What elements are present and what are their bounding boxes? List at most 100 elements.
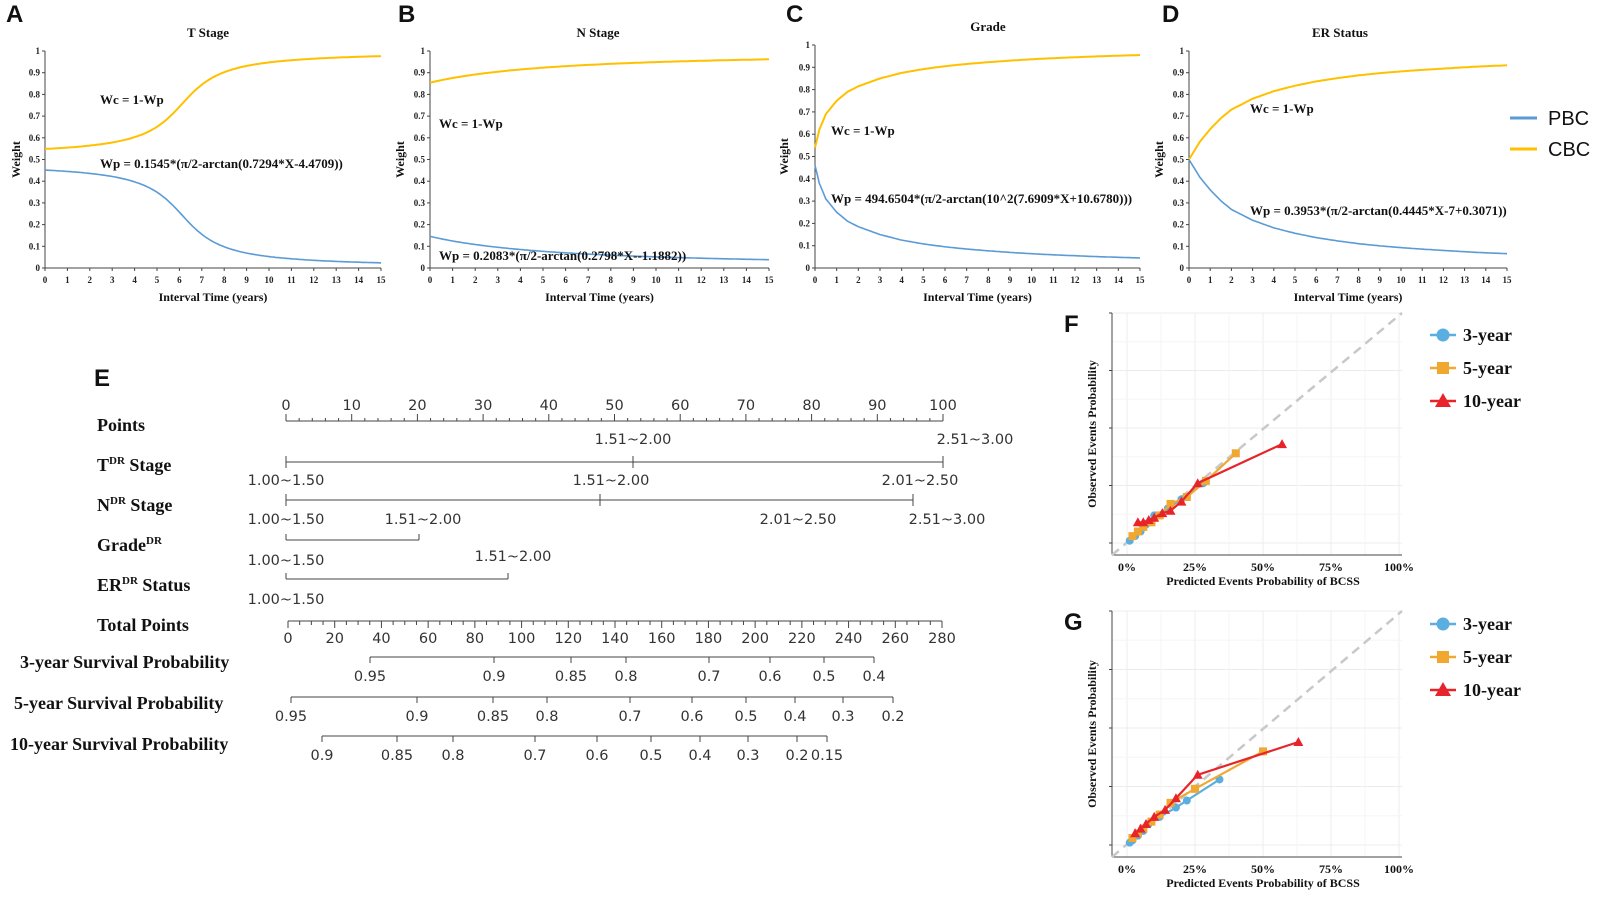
x-tick-label: 75% <box>1319 862 1343 876</box>
x-tick-label: 13 <box>719 275 729 285</box>
x-tick-label: 0 <box>43 275 48 285</box>
x-tick-label: 3 <box>110 275 115 285</box>
x-tick-label: 10 <box>1397 275 1407 285</box>
y-tick-label: 0.6 <box>1173 133 1185 143</box>
y-tick-label: 0 <box>421 263 426 273</box>
x-tick-label: 50% <box>1251 862 1275 876</box>
n-stage-post: Stage <box>126 495 173 515</box>
legend-marker-5-year <box>1437 362 1449 374</box>
row-label-10yr: 10-year Survival Probability <box>10 734 228 754</box>
s5-label: 0.7 <box>618 709 641 725</box>
x-tick-label: 0 <box>428 275 433 285</box>
y-tick-label: 0.8 <box>1173 89 1185 99</box>
y-tick-label: 0 <box>36 263 41 273</box>
legend-marker-10-year <box>1435 393 1451 407</box>
y-tick-label: 1 <box>806 40 811 50</box>
wc-formula: Wc = 1-Wp <box>100 92 164 107</box>
y-tick-label: 0.9 <box>29 68 41 78</box>
points-tick-label: 50 <box>605 398 623 414</box>
total-tick-label: 20 <box>325 631 343 647</box>
y-tick-label: 0.6 <box>29 133 41 143</box>
x-tick-label: 7 <box>1335 275 1340 285</box>
x-tick-label: 2 <box>1229 275 1234 285</box>
x-tick-label: 8 <box>986 275 991 285</box>
y-tick-label: 0.1 <box>414 241 426 251</box>
x-tick-label: 13 <box>1460 275 1470 285</box>
x-tick-label: 10 <box>1027 275 1037 285</box>
panel-letter-c: C <box>786 1 803 28</box>
pbc-curve <box>44 169 382 264</box>
t-stage-post: Stage <box>125 455 172 475</box>
wp-formula: Wp = 0.2083*(π/2-arctan(0.2798*X--1.1882… <box>439 248 686 263</box>
y-axis-label: Weight <box>393 141 407 178</box>
y-tick-label: 0.2 <box>414 220 426 230</box>
point-3-year <box>1182 796 1191 805</box>
y-tick-label: 0.9 <box>799 62 811 72</box>
point-5-year <box>1166 499 1175 508</box>
panel-title: T Stage <box>187 25 229 40</box>
y-axis-label: Weight <box>777 138 791 175</box>
y-axis-label: Weight <box>1152 141 1166 178</box>
point-10-year <box>1130 828 1141 838</box>
s5-label: 0.9 <box>405 709 428 725</box>
grade-label: 1.51~2.00 <box>385 512 462 528</box>
total-tick-label: 200 <box>741 631 769 647</box>
s3-label: 0.95 <box>354 669 386 685</box>
y-tick-label: 0.5 <box>414 155 426 165</box>
x-tick-label: 100% <box>1384 862 1414 876</box>
points-tick-label: 80 <box>802 398 820 414</box>
grade-sup: DR <box>146 535 163 547</box>
point-5-year <box>1231 449 1240 458</box>
panel-letter-b: B <box>398 1 415 28</box>
x-axis-label: Predicted Events Probability of BCSS <box>1166 876 1360 890</box>
point-10-year <box>1192 478 1203 488</box>
x-tick-label: 5 <box>155 275 160 285</box>
point-5-year <box>1133 527 1142 536</box>
point-10-year <box>1135 823 1146 833</box>
x-tick-label: 9 <box>1008 275 1013 285</box>
y-tick-label: 0.9 <box>414 68 426 78</box>
x-axis-label: Predicted Events Probability of BCSS <box>1166 574 1360 588</box>
pbc-curve <box>814 165 1141 259</box>
y-tick-label: 0.6 <box>799 129 811 139</box>
x-tick-label: 8 <box>609 275 614 285</box>
x-tick-label: 25% <box>1183 862 1207 876</box>
s3-label: 0.9 <box>482 669 505 685</box>
x-tick-label: 4 <box>1272 275 1277 285</box>
s5-label: 0.85 <box>477 709 509 725</box>
legend-label-10-year: 10-year <box>1463 391 1521 411</box>
y-tick-label: 0 <box>1180 263 1185 273</box>
y-tick-label: 0.5 <box>29 155 41 165</box>
s10-label: 0.4 <box>688 748 711 764</box>
wp-formula: Wp = 0.3953*(π/2-arctan(0.4445*X-7+0.307… <box>1250 203 1507 218</box>
panel-letter-e: E <box>94 365 110 392</box>
x-tick-label: 4 <box>899 275 904 285</box>
x-tick-label: 1 <box>834 275 839 285</box>
legend-marker-3-year <box>1436 328 1450 342</box>
point-5-year <box>1128 532 1137 541</box>
s10-label: 0.85 <box>381 748 413 764</box>
grade-label: 2.51~3.00 <box>909 512 986 528</box>
y-tick-label: 0.2 <box>799 218 811 228</box>
x-tick-label: 15 <box>1503 275 1513 285</box>
y-tick-label: 0.5 <box>1173 155 1185 165</box>
x-tick-label: 13 <box>332 275 342 285</box>
y-tick-label: 0.3 <box>414 198 426 208</box>
s3-label: 0.5 <box>812 669 835 685</box>
calibration-panel-g: 0% 25% 50% 75% 100% Predicted Events Probabil… <box>1085 610 1521 890</box>
er-label: 1.51~2.00 <box>475 549 552 565</box>
er-pre: ER <box>97 575 123 595</box>
x-axis-label: Interval Time (years) <box>159 290 268 304</box>
calibration-panel-f: 0% 25% 50% 75% 100% Predicted Events Probabil… <box>1085 312 1521 588</box>
point-10-year <box>1160 804 1171 814</box>
y-tick-label: 0.3 <box>1173 198 1185 208</box>
cbc-curve <box>44 55 382 150</box>
legend-label-3-year: 3-year <box>1463 325 1512 345</box>
x-axis-label: Interval Time (years) <box>1294 290 1403 304</box>
x-tick-label: 2 <box>88 275 93 285</box>
x-tick-label: 13 <box>1092 275 1102 285</box>
x-tick-label: 8 <box>222 275 227 285</box>
er-post: Status <box>138 575 191 595</box>
y-tick-label: 0.4 <box>29 176 41 186</box>
